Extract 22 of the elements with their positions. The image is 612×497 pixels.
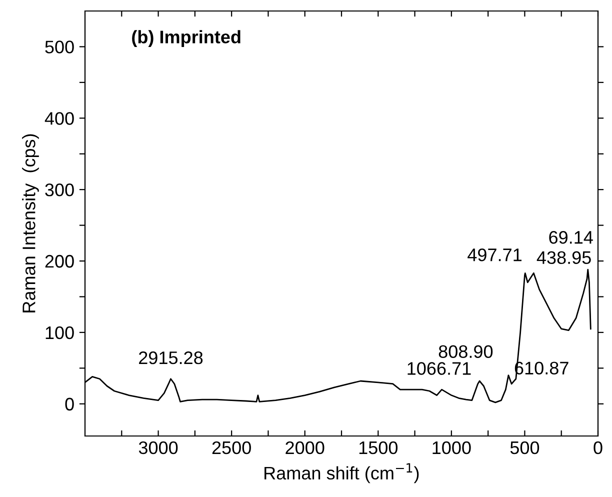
x-axis-title: Raman shift (cm$^{−1}$): [264, 463, 419, 484]
annotation: 497.71: [468, 248, 522, 262]
y-tick-label: 100: [46, 326, 74, 340]
x-tick-label: 2500: [212, 441, 251, 454]
annotation: 69.14: [549, 230, 593, 244]
y-tick-label: 300: [45, 184, 74, 196]
y-tick-label: 200: [45, 254, 74, 268]
annotation: 2915.28: [139, 351, 203, 364]
y-tick-label: 400: [44, 112, 74, 125]
x-tick-label: 500: [510, 441, 540, 454]
annotation: 1066.71: [408, 362, 471, 375]
x-tick-label: 3000: [138, 441, 178, 454]
x-tick-label: 1000: [432, 441, 471, 454]
x-tick-label: 0: [594, 441, 602, 454]
annotation: 808.90: [438, 345, 493, 358]
y-tick-label: 500: [45, 40, 74, 54]
annotation: 438.95: [536, 251, 591, 264]
y-tick-label: 0: [65, 398, 74, 411]
x-tick-label: 1500: [359, 441, 398, 454]
y-axis-title: Raman Intensity (cps): [22, 134, 39, 312]
x-tick-label: 2000: [286, 441, 324, 454]
text: (b) Imprinted: [132, 30, 240, 47]
